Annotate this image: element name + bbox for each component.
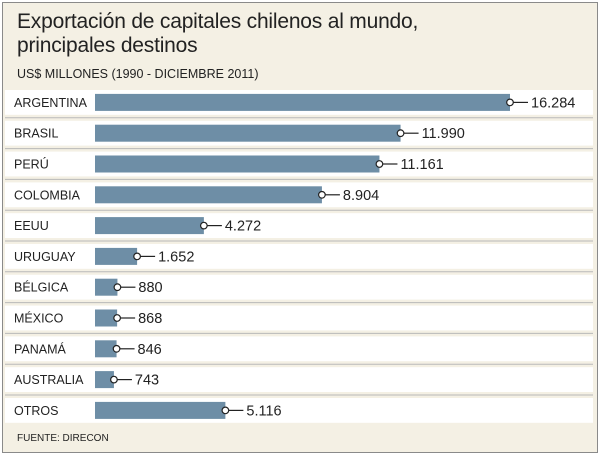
category-label: MÉXICO: [14, 311, 64, 326]
row-band: [5, 336, 593, 362]
bar: [95, 247, 138, 265]
chart-source: FUENTE: DIRECON: [17, 433, 109, 444]
row-band: [5, 244, 593, 269]
bar: [95, 309, 118, 327]
bar-end-marker: [375, 160, 384, 168]
bar: [95, 278, 118, 296]
value-label: 5.116: [246, 403, 281, 419]
bar: [95, 340, 117, 358]
category-label: ARGENTINA: [14, 96, 88, 110]
bar-end-marker: [221, 406, 230, 415]
value-label: 16.284: [531, 95, 575, 111]
value-label: 11.990: [422, 126, 465, 142]
category-label: EEUU: [14, 219, 49, 233]
bar-end-marker: [133, 252, 142, 261]
value-label: 743: [135, 373, 159, 389]
category-label: URUGUAY: [14, 250, 76, 264]
chart-title: Exportación de capitales chilenos al mun…: [17, 10, 419, 57]
bar-end-marker: [396, 129, 405, 138]
row-band: [5, 305, 593, 331]
category-label: OTROS: [14, 404, 58, 418]
value-label: 1.652: [158, 249, 194, 265]
category-label: BRASIL: [14, 127, 59, 141]
category-label: AUSTRALIA: [14, 373, 84, 387]
value-label: 846: [138, 342, 162, 358]
row-band: [5, 398, 593, 423]
value-label: 880: [138, 280, 162, 296]
chart-subtitle: US$ MILLONES (1990 - DICIEMBRE 2011): [17, 67, 259, 81]
bar-end-marker: [318, 190, 326, 199]
bar-end-marker: [113, 314, 122, 322]
category-label: PANAMÁ: [14, 341, 67, 356]
bar-end-marker: [113, 283, 122, 292]
value-label: 868: [138, 311, 162, 327]
bar-end-marker: [110, 375, 118, 384]
bar: [95, 401, 226, 419]
bar: [95, 217, 204, 235]
value-label: 11.161: [400, 157, 443, 173]
category-label: BÉLGICA: [14, 280, 69, 295]
bar: [95, 155, 380, 173]
bar: [95, 371, 114, 389]
value-label: 8.904: [343, 188, 379, 204]
row-band: [5, 367, 593, 392]
category-label: COLOMBIA: [14, 188, 81, 202]
bar: [95, 186, 322, 204]
bar-end-marker: [199, 221, 208, 230]
value-label: 4.272: [225, 219, 261, 235]
row-band: [5, 213, 593, 238]
bar: [95, 93, 510, 111]
bar-end-marker: [506, 98, 514, 107]
bar-end-marker: [112, 344, 121, 353]
bar: [95, 124, 401, 142]
row-band: [5, 274, 593, 300]
category-label: PERÚ: [14, 157, 49, 172]
